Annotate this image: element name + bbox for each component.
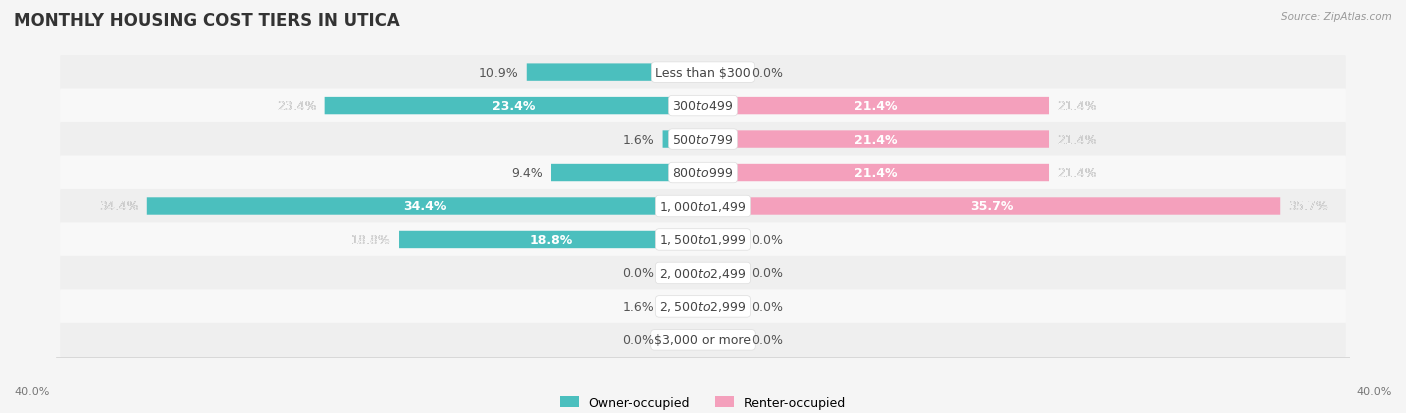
Text: 34.4%: 34.4% — [404, 200, 447, 213]
Text: Less than $300: Less than $300 — [655, 66, 751, 79]
FancyBboxPatch shape — [703, 97, 1049, 115]
Text: 0.0%: 0.0% — [752, 267, 783, 280]
Text: 21.4%: 21.4% — [1057, 133, 1097, 146]
FancyBboxPatch shape — [325, 97, 703, 115]
FancyBboxPatch shape — [399, 231, 703, 249]
FancyBboxPatch shape — [703, 64, 744, 82]
Text: 21.4%: 21.4% — [855, 166, 898, 180]
Text: 34.4%: 34.4% — [98, 200, 139, 213]
Text: 0.0%: 0.0% — [623, 334, 654, 347]
FancyBboxPatch shape — [60, 290, 1346, 324]
Text: $1,500 to $1,999: $1,500 to $1,999 — [659, 233, 747, 247]
Text: 0.0%: 0.0% — [752, 300, 783, 313]
Text: 35.7%: 35.7% — [970, 200, 1014, 213]
FancyBboxPatch shape — [703, 265, 744, 282]
FancyBboxPatch shape — [703, 298, 744, 316]
Text: 18.8%: 18.8% — [530, 233, 572, 247]
Text: 1.6%: 1.6% — [623, 300, 654, 313]
Text: $2,000 to $2,499: $2,000 to $2,499 — [659, 266, 747, 280]
Text: 35.7%: 35.7% — [1288, 200, 1329, 213]
Text: 21.4%: 21.4% — [855, 133, 898, 146]
FancyBboxPatch shape — [60, 190, 1346, 223]
Text: 0.0%: 0.0% — [752, 334, 783, 347]
Text: 0.0%: 0.0% — [752, 233, 783, 247]
Text: 1.6%: 1.6% — [623, 133, 654, 146]
Text: 21.4%: 21.4% — [1057, 100, 1097, 113]
FancyBboxPatch shape — [527, 64, 703, 82]
Text: 21.4%: 21.4% — [1057, 166, 1097, 180]
Text: MONTHLY HOUSING COST TIERS IN UTICA: MONTHLY HOUSING COST TIERS IN UTICA — [14, 12, 399, 30]
FancyBboxPatch shape — [60, 123, 1346, 157]
Text: 21.4%: 21.4% — [855, 100, 898, 113]
Text: 40.0%: 40.0% — [1357, 387, 1392, 396]
Text: 40.0%: 40.0% — [14, 387, 49, 396]
Text: 9.4%: 9.4% — [512, 166, 543, 180]
Text: 34.4%: 34.4% — [98, 200, 139, 213]
Text: 21.4%: 21.4% — [1057, 166, 1097, 180]
FancyBboxPatch shape — [703, 231, 744, 249]
FancyBboxPatch shape — [60, 156, 1346, 190]
FancyBboxPatch shape — [703, 198, 1281, 215]
Text: 0.0%: 0.0% — [752, 66, 783, 79]
FancyBboxPatch shape — [60, 256, 1346, 290]
Text: 18.8%: 18.8% — [352, 233, 391, 247]
Text: $500 to $799: $500 to $799 — [672, 133, 734, 146]
Text: $1,000 to $1,499: $1,000 to $1,499 — [659, 199, 747, 214]
FancyBboxPatch shape — [662, 131, 703, 148]
Text: $3,000 or more: $3,000 or more — [655, 334, 751, 347]
Text: Source: ZipAtlas.com: Source: ZipAtlas.com — [1281, 12, 1392, 22]
FancyBboxPatch shape — [60, 323, 1346, 357]
FancyBboxPatch shape — [60, 223, 1346, 257]
FancyBboxPatch shape — [60, 56, 1346, 90]
FancyBboxPatch shape — [703, 331, 744, 349]
Text: 23.4%: 23.4% — [492, 100, 536, 113]
FancyBboxPatch shape — [662, 265, 703, 282]
Text: $800 to $999: $800 to $999 — [672, 166, 734, 180]
Text: 21.4%: 21.4% — [1057, 133, 1097, 146]
Legend: Owner-occupied, Renter-occupied: Owner-occupied, Renter-occupied — [555, 391, 851, 413]
FancyBboxPatch shape — [146, 198, 703, 215]
FancyBboxPatch shape — [662, 331, 703, 349]
Text: $300 to $499: $300 to $499 — [672, 100, 734, 113]
Text: 23.4%: 23.4% — [277, 100, 316, 113]
Text: 0.0%: 0.0% — [623, 267, 654, 280]
Text: 21.4%: 21.4% — [1057, 100, 1097, 113]
Text: 10.9%: 10.9% — [479, 66, 519, 79]
FancyBboxPatch shape — [703, 164, 1049, 182]
FancyBboxPatch shape — [60, 89, 1346, 123]
FancyBboxPatch shape — [703, 131, 1049, 148]
FancyBboxPatch shape — [662, 298, 703, 316]
Text: 35.7%: 35.7% — [1288, 200, 1329, 213]
Text: $2,500 to $2,999: $2,500 to $2,999 — [659, 300, 747, 313]
Text: 23.4%: 23.4% — [277, 100, 316, 113]
Text: 18.8%: 18.8% — [352, 233, 391, 247]
FancyBboxPatch shape — [551, 164, 703, 182]
